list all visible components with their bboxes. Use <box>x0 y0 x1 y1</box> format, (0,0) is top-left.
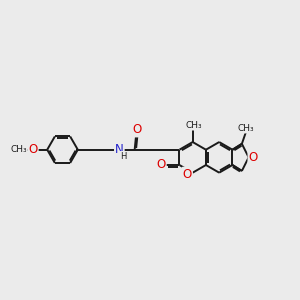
Text: CH₃: CH₃ <box>185 121 202 130</box>
Text: O: O <box>28 142 38 156</box>
Text: O: O <box>183 168 192 181</box>
Text: H: H <box>120 152 126 161</box>
Text: CH₃: CH₃ <box>238 124 254 133</box>
Text: O: O <box>157 158 166 171</box>
Text: N: N <box>115 142 124 156</box>
Text: O: O <box>248 151 258 164</box>
Text: O: O <box>132 124 141 136</box>
Text: CH₃: CH₃ <box>10 145 27 154</box>
